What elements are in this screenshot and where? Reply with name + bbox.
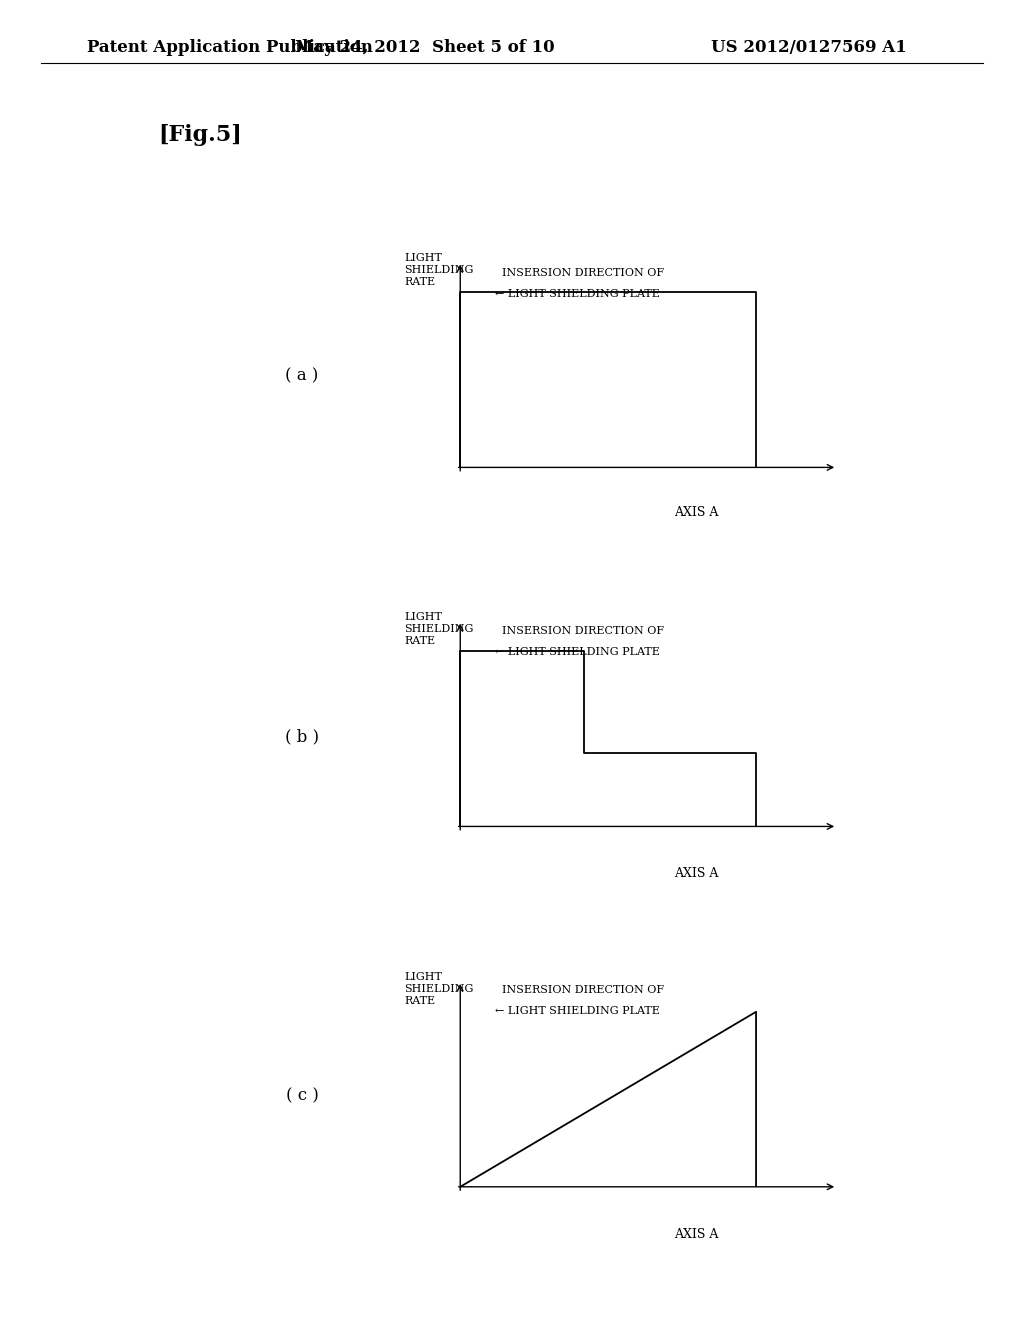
Text: INSERSION DIRECTION OF: INSERSION DIRECTION OF — [502, 268, 664, 279]
Text: LIGHT
SHIELDING
RATE: LIGHT SHIELDING RATE — [404, 612, 474, 647]
Text: AXIS A: AXIS A — [674, 867, 719, 880]
Text: LIGHT
SHIELDING
RATE: LIGHT SHIELDING RATE — [404, 253, 474, 288]
Text: May 24, 2012  Sheet 5 of 10: May 24, 2012 Sheet 5 of 10 — [295, 40, 555, 55]
Text: ( b ): ( b ) — [285, 729, 319, 744]
Text: Patent Application Publication: Patent Application Publication — [87, 40, 373, 55]
Text: INSERSION DIRECTION OF: INSERSION DIRECTION OF — [502, 985, 664, 995]
Text: LIGHT
SHIELDING
RATE: LIGHT SHIELDING RATE — [404, 972, 474, 1006]
Text: ← LIGHT SHIELDING PLATE: ← LIGHT SHIELDING PLATE — [495, 1006, 659, 1016]
Text: ← LIGHT SHIELDING PLATE: ← LIGHT SHIELDING PLATE — [495, 289, 659, 300]
Text: INSERSION DIRECTION OF: INSERSION DIRECTION OF — [502, 626, 664, 636]
Text: AXIS A: AXIS A — [674, 506, 719, 519]
Text: ← LIGHT SHIELDING PLATE: ← LIGHT SHIELDING PLATE — [495, 647, 659, 657]
Text: AXIS A: AXIS A — [674, 1228, 719, 1241]
Text: ( c ): ( c ) — [286, 1088, 318, 1104]
Text: US 2012/0127569 A1: US 2012/0127569 A1 — [711, 40, 907, 55]
Text: ( a ): ( a ) — [286, 368, 318, 384]
Text: [Fig.5]: [Fig.5] — [159, 124, 243, 145]
